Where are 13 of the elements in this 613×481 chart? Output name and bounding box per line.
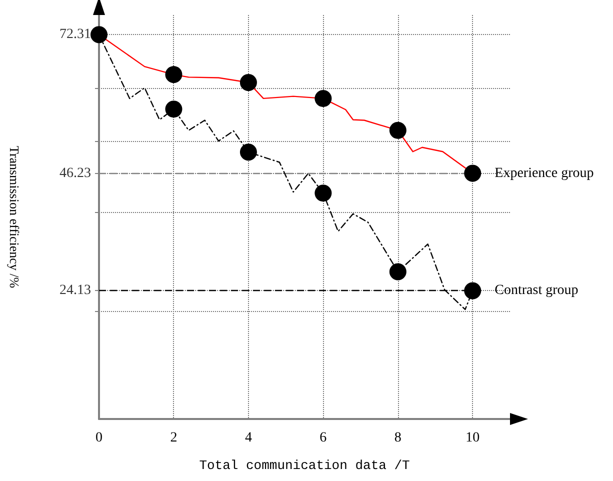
x-tick-label: 8 (394, 430, 402, 446)
y-tick-label: 72.31 (60, 27, 91, 42)
x-tick-label: 10 (466, 430, 480, 446)
y-tick-label: 24.13 (60, 283, 91, 298)
x-tick-label: 4 (244, 430, 252, 446)
y-axis-title: Transmission efficiency /% (7, 146, 22, 288)
x-tick-label: 2 (170, 430, 178, 446)
x-axis-title: Total communication data /T (199, 458, 410, 473)
series-label: Contrast group (494, 283, 578, 298)
y-tick-label: 46.23 (60, 166, 91, 181)
series-label: Experience group (494, 166, 594, 181)
x-tick-label: 0 (96, 430, 102, 446)
x-tick-label: 6 (320, 430, 327, 446)
